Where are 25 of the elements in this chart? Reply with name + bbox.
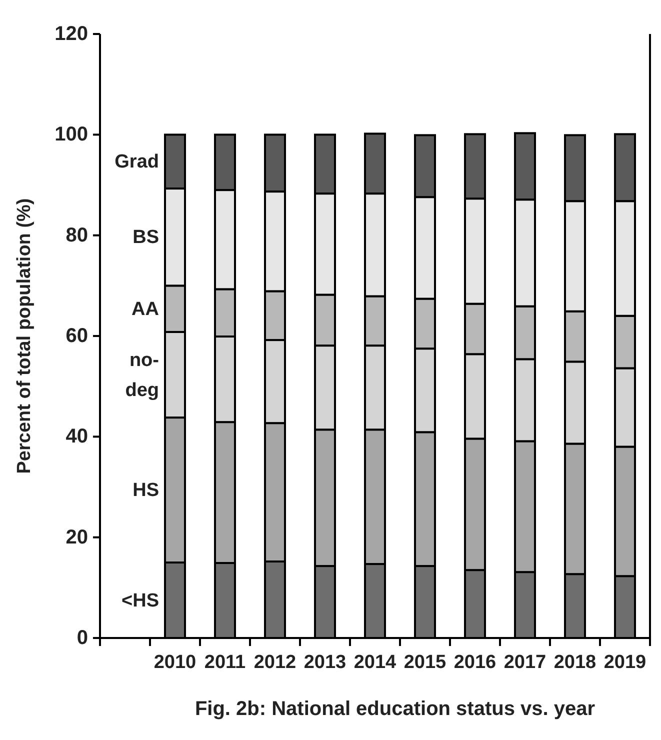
x-tick-label: 2019 [604,652,646,673]
x-tick-label: 2015 [404,652,447,673]
series-label: HS [132,480,159,501]
x-tick-label: 2010 [154,652,196,673]
y-tick-label: 100 [54,124,88,146]
series-label: no-deg [125,349,159,400]
series-label: Grad [114,151,159,172]
y-tick-label: 80 [66,224,88,246]
x-tick-label: 2012 [254,652,296,673]
x-tick-label: 2013 [304,652,346,673]
x-tick-label: 2017 [504,652,546,673]
y-axis-title: Percent of total population (%) [14,198,35,474]
y-tick-label: 20 [66,526,88,548]
x-tick-label: 2016 [454,652,496,673]
series-label: AA [132,298,160,320]
x-tick-label: 2014 [354,652,397,673]
series-label: BS [132,226,159,248]
series-label: <HS [122,590,159,611]
y-tick-label: 120 [54,23,88,45]
y-tick-label: 40 [66,426,88,448]
text: Fig. 2b: National education status vs. year [194,698,596,720]
x-tick-label: 2011 [204,652,246,673]
y-tick-label: 0 [76,627,88,649]
x-tick-label: 2018 [554,652,596,673]
y-tick-label: 60 [66,325,88,347]
